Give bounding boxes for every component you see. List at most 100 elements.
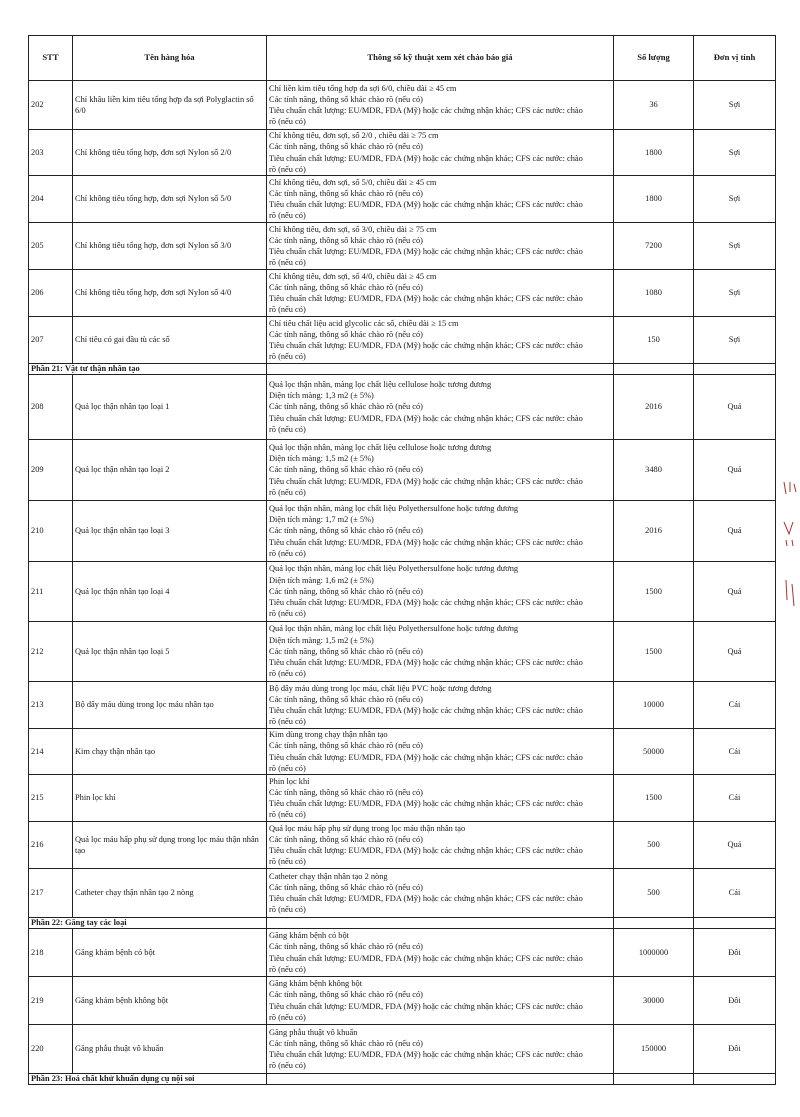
spec-line: Tiêu chuẩn chất lượng: EU/MDR, FDA (Mỹ) … bbox=[269, 341, 583, 350]
table-row: 210 Quả lọc thận nhân tạo loại 3 Quả lọc… bbox=[28, 500, 776, 562]
spec-line: Bộ dây máu dùng trong lọc máu, chất liệu… bbox=[269, 683, 492, 693]
spec-line: Phin lọc khí bbox=[269, 776, 310, 786]
cell-unit: Quả bbox=[693, 374, 776, 440]
cell-stt: 205 bbox=[28, 222, 73, 270]
spec-line: Diện tích màng: 1,3 m2 (± 5%) bbox=[269, 391, 374, 401]
spec-line: Catheter chạy thận nhân tạo 2 nòng bbox=[269, 871, 388, 881]
cell-qty: 10000 bbox=[613, 681, 694, 729]
spec-line: Các tính năng, thông số khác chào rõ (nế… bbox=[269, 1038, 423, 1048]
cell-unit: Cái bbox=[693, 681, 776, 729]
cell-unit: Cái bbox=[693, 728, 776, 775]
table-row: 219 Găng khám bệnh không bột Găng khám b… bbox=[28, 976, 776, 1025]
cell-stt: 212 bbox=[28, 621, 73, 682]
cell-spec: Găng khám bệnh có bột Các tính năng, thôn… bbox=[266, 928, 614, 977]
cell-name: Quả lọc thận nhân tạo loại 3 bbox=[72, 500, 267, 562]
spec-line: Các tính năng, thông số khác chào rõ (nế… bbox=[269, 787, 423, 797]
section-row: Phần 22: Găng tay các loại bbox=[28, 917, 776, 929]
spec-line: rõ (nếu có) bbox=[269, 211, 306, 221]
spec-line: Tiêu chuẩn chất lượng: EU/MDR, FDA (Mỹ) … bbox=[269, 799, 583, 808]
table-body: 202 Chỉ khâu liền kim tiêu tổng hợp đa s… bbox=[28, 80, 776, 1085]
cell-spec: Chỉ không tiêu, đơn sợi, số 3/0, chiều d… bbox=[266, 222, 614, 270]
cell-name: Quả lọc thận nhân tạo loại 4 bbox=[72, 561, 267, 622]
spec-line: Tiêu chuẩn chất lượng: EU/MDR, FDA (Mỹ) … bbox=[269, 106, 583, 115]
cell-unit: Sợi bbox=[693, 222, 776, 270]
cell-qty: 1080 bbox=[613, 269, 694, 317]
spec-line: Quả lọc máu hấp phụ sử dụng trong lọc má… bbox=[269, 823, 466, 833]
table-row: 215 Phin lọc khí Phin lọc khí Các tính nă… bbox=[28, 774, 776, 822]
cell-spec: Catheter chạy thận nhân tạo 2 nòng Các tí… bbox=[266, 868, 614, 918]
spec-line: rõ (nếu có) bbox=[269, 717, 306, 727]
cell-unit: Quả bbox=[693, 821, 776, 869]
cell-spec: Quả lọc thận nhân, màng lọc chất liệu ce… bbox=[266, 374, 614, 440]
cell-spec: Bộ dây máu dùng trong lọc máu, chất liệu… bbox=[266, 681, 614, 729]
spec-line: Tiêu chuẩn chất lượng: EU/MDR, FDA (Mỹ) … bbox=[269, 1001, 583, 1011]
cell-unit: Quả bbox=[693, 500, 776, 562]
spec-line: Diện tích màng: 1,5 m2 (± 5%) bbox=[269, 454, 374, 464]
spec-line: Quả lọc thận nhân, màng lọc chất liệu ce… bbox=[269, 379, 492, 389]
cell-qty: 36 bbox=[613, 80, 694, 130]
empty-cell bbox=[613, 1073, 694, 1085]
cell-name: Chỉ tiêu có gai đầu tù các số bbox=[72, 316, 267, 364]
cell-qty: 2016 bbox=[613, 500, 694, 562]
spec-line: Tiêu chuẩn chất lượng: EU/MDR, FDA (Mỹ) … bbox=[269, 413, 583, 423]
section-title: Phần 22: Găng tay các loại bbox=[28, 917, 267, 929]
spec-line: rõ (nếu có) bbox=[269, 352, 306, 362]
cell-name: Chỉ không tiêu tổng hợp, đơn sợi Nylon s… bbox=[72, 269, 267, 317]
cell-stt: 211 bbox=[28, 561, 73, 622]
spec-line: Tiêu chuẩn chất lượng: EU/MDR, FDA (Mỹ) … bbox=[269, 476, 583, 486]
cell-spec: Chỉ không tiêu, đơn sợi, số 4/0, chiều d… bbox=[266, 269, 614, 317]
spec-line: Tiêu chuẩn chất lượng: EU/MDR, FDA (Mỹ) … bbox=[269, 846, 583, 855]
spec-line: Chỉ tiêu chất liệu acid glycolic các số,… bbox=[269, 318, 459, 328]
spec-line: rõ (nếu có) bbox=[269, 424, 306, 434]
empty-cell bbox=[693, 917, 776, 929]
spec-line: rõ (nếu có) bbox=[269, 258, 306, 268]
spec-line: Các tính năng, thông số khác chào rõ (nế… bbox=[269, 990, 423, 1000]
spec-line: rõ (nếu có) bbox=[269, 305, 306, 315]
table-row: 214 Kim chạy thận nhân tạo Kim dùng tron… bbox=[28, 728, 776, 775]
cell-unit: Quả bbox=[693, 439, 776, 501]
cell-qty: 500 bbox=[613, 868, 694, 918]
spec-line: Các tính năng, thông số khác chào rõ (nế… bbox=[269, 465, 423, 475]
spec-line: Các tính năng, thông số khác chào rõ (nế… bbox=[269, 834, 423, 844]
empty-cell bbox=[693, 1073, 776, 1085]
cell-name: Catheter chạy thận nhân tạo 2 nòng bbox=[72, 868, 267, 918]
cell-unit: Quả bbox=[693, 621, 776, 682]
table-row: 207 Chỉ tiêu có gai đầu tù các số Chỉ ti… bbox=[28, 316, 776, 364]
spec-line: rõ (nếu có) bbox=[269, 763, 306, 773]
spec-line: Quả lọc thận nhân, màng lọc chất liệu ce… bbox=[269, 442, 492, 452]
cell-qty: 1000000 bbox=[613, 928, 694, 977]
cell-qty: 1800 bbox=[613, 175, 694, 223]
table-row: 209 Quả lọc thận nhân tạo loại 2 Quả lọc… bbox=[28, 439, 776, 501]
spec-line: Tiêu chuẩn chất lượng: EU/MDR, FDA (Mỹ) … bbox=[269, 658, 583, 668]
cell-qty: 30000 bbox=[613, 976, 694, 1025]
cell-name: Găng khám bệnh có bột bbox=[72, 928, 267, 977]
spec-line: Tiêu chuẩn chất lượng: EU/MDR, FDA (Mỹ) … bbox=[269, 294, 583, 303]
cell-qty: 1500 bbox=[613, 774, 694, 822]
spec-line: rõ (nếu có) bbox=[269, 857, 306, 867]
cell-spec: Quả lọc thận nhân, màng lọc chất liệu Po… bbox=[266, 561, 614, 622]
spec-line: Tiêu chuẩn chất lượng: EU/MDR, FDA (Mỹ) … bbox=[269, 537, 583, 547]
cell-name: Quả lọc máu hấp phụ sử dụng trong lọc má… bbox=[72, 821, 267, 869]
header-unit: Đơn vị tính bbox=[693, 35, 776, 81]
cell-name: Chỉ không tiêu tổng hợp, đơn sợi Nylon s… bbox=[72, 129, 267, 176]
spec-line: Các tính năng, thông số khác chào rõ (nế… bbox=[269, 329, 423, 339]
cell-qty: 50000 bbox=[613, 728, 694, 775]
spec-line: Tiêu chuẩn chất lượng: EU/MDR, FDA (Mỹ) … bbox=[269, 200, 583, 209]
cell-qty: 1800 bbox=[613, 129, 694, 176]
table-row: 211 Quả lọc thận nhân tạo loại 4 Quả lọc… bbox=[28, 561, 776, 622]
header-qty: Số lượng bbox=[613, 35, 694, 81]
cell-unit: Sợi bbox=[693, 316, 776, 364]
spec-line: Tiêu chuẩn chất lượng: EU/MDR, FDA (Mỹ) … bbox=[269, 706, 583, 715]
cell-stt: 214 bbox=[28, 728, 73, 775]
spec-line: Tiêu chuẩn chất lượng: EU/MDR, FDA (Mỹ) … bbox=[269, 953, 583, 963]
cell-spec: Kim dùng trong chạy thận nhân tạo Các tín… bbox=[266, 728, 614, 775]
cell-unit: Sợi bbox=[693, 269, 776, 317]
spec-line: Các tính năng, thông số khác chào rõ (nế… bbox=[269, 142, 423, 152]
cell-spec: Quả lọc thận nhân, màng lọc chất liệu Po… bbox=[266, 621, 614, 682]
cell-qty: 500 bbox=[613, 821, 694, 869]
cell-stt: 202 bbox=[28, 80, 73, 130]
spec-line: Tiêu chuẩn chất lượng: EU/MDR, FDA (Mỹ) … bbox=[269, 598, 583, 608]
spec-line: Các tính năng, thông số khác chào rõ (nế… bbox=[269, 882, 423, 892]
cell-name: Kim chạy thận nhân tạo bbox=[72, 728, 267, 775]
cell-qty: 1500 bbox=[613, 561, 694, 622]
